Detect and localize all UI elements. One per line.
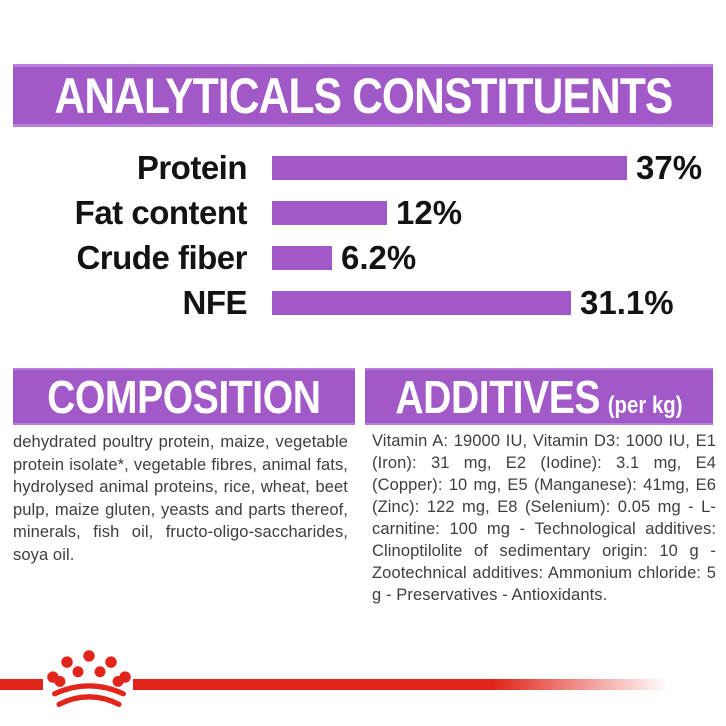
additives-title-group: ADDITIVES (per kg) (395, 370, 682, 424)
nfe-bar (272, 290, 571, 315)
composition-title: COMPOSITION (47, 370, 321, 423)
royal-canin-crown-icon (47, 650, 131, 707)
analyticals-constituents-header: ANALYTICALS CONSTITUENTS (13, 64, 713, 127)
crude-fiber-label: Crude fiber (76, 238, 247, 276)
nfe-value: 31.1% (580, 283, 674, 321)
additives-unit: (per kg) (607, 391, 683, 419)
analyticals-constituents-title: ANALYTICALS CONSTITUENTS (54, 67, 673, 124)
protein-value: 37% (636, 148, 703, 186)
crude-fiber-value: 6.2% (341, 238, 417, 276)
crude-fiber-bar (272, 245, 332, 270)
footer-red-line-right (133, 679, 679, 690)
fat-content-value: 12% (396, 193, 463, 231)
additives-header: ADDITIVES (per kg) (365, 368, 713, 425)
nfe-label: NFE (182, 283, 248, 321)
additives-text: Vitamin A: 19000 IU, Vitamin D3: 1000 IU… (372, 432, 716, 604)
chart-row-nfe: NFE 31.1% (13, 280, 718, 325)
composition-header: COMPOSITION (13, 368, 355, 425)
footer-red-line-left (0, 679, 43, 690)
protein-bar (272, 155, 627, 180)
fat-content-label: Fat content (74, 193, 248, 231)
additives-title: ADDITIVES (395, 370, 601, 423)
chart-row-crude-fiber: Crude fiber 6.2% (13, 235, 718, 280)
protein-label: Protein (136, 148, 248, 186)
composition-text: dehydrated poultry protein, maize, veget… (13, 433, 348, 564)
chart-row-protein: Protein 37% (13, 145, 718, 190)
fat-content-bar (272, 200, 387, 225)
analytical-constituents-bar-chart: Protein 37% Fat content 12% Crude fiber … (13, 145, 718, 325)
chart-row-fat-content: Fat content 12% (13, 190, 718, 235)
